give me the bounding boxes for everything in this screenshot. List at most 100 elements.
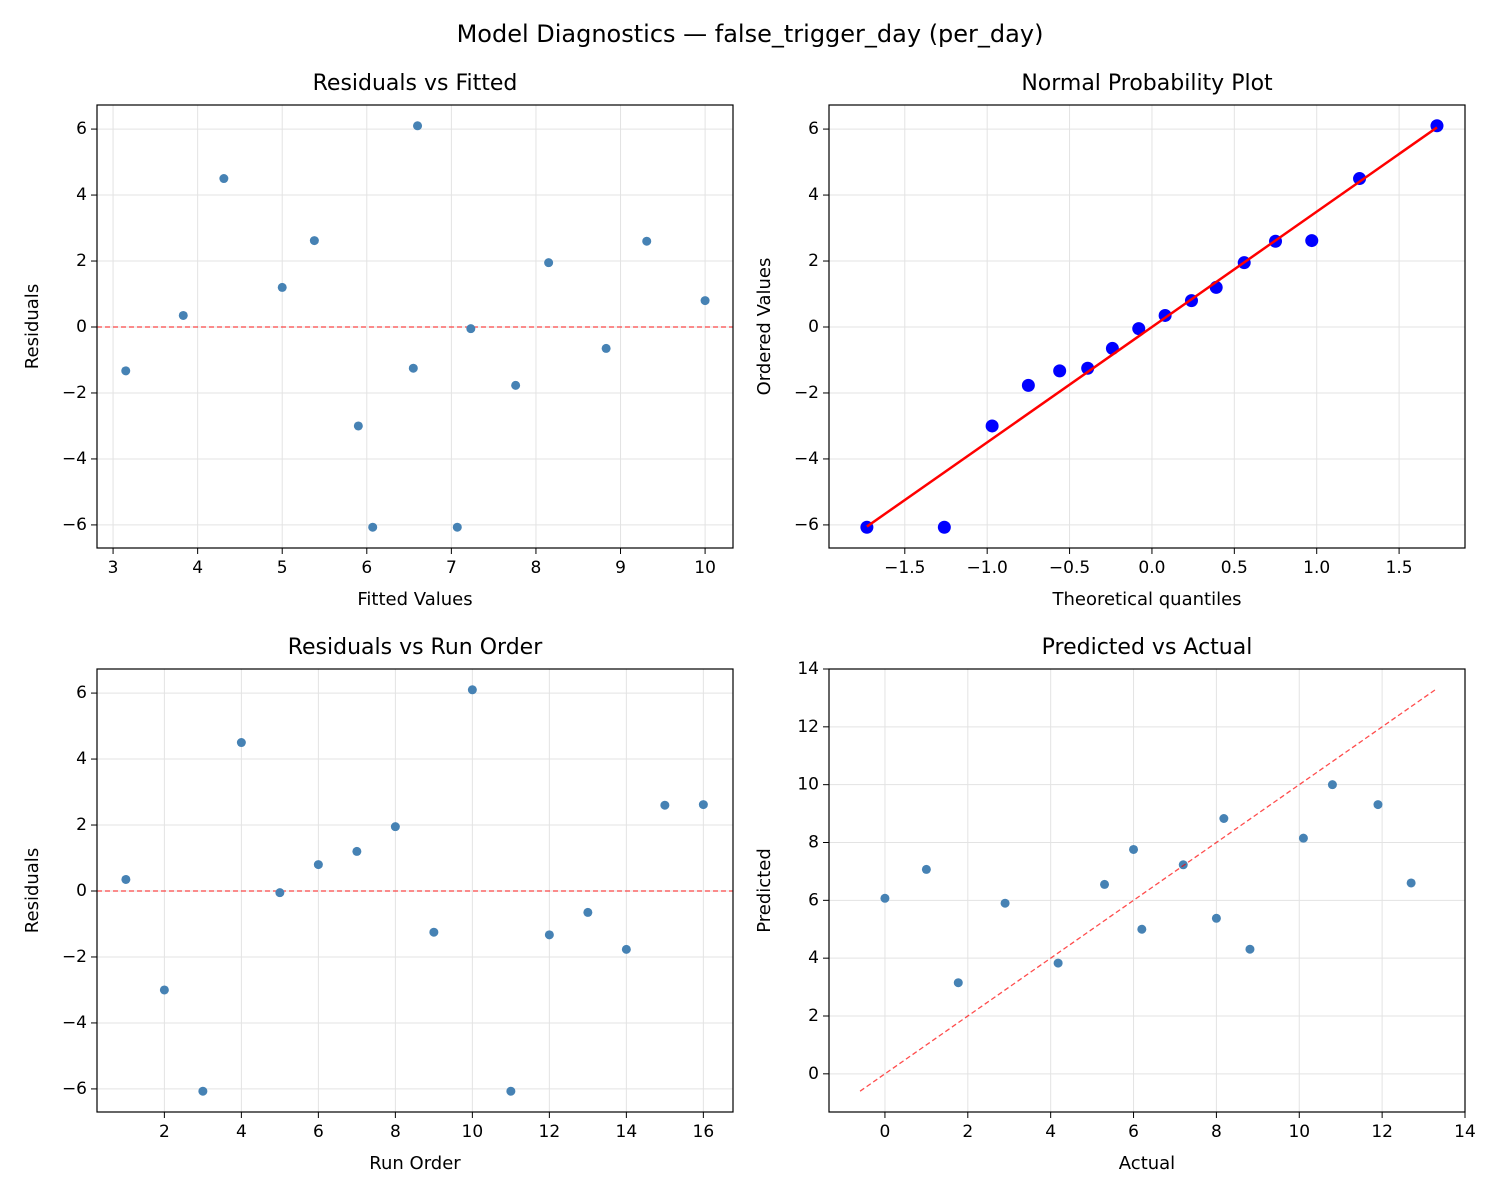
x-tick-label: 6 (313, 1122, 324, 1142)
x-tick-label: 12 (1371, 1122, 1393, 1142)
x-tick-label: 2 (159, 1122, 170, 1142)
axes-frame (828, 668, 1466, 1113)
subplot-title: Predicted vs Actual (1042, 635, 1253, 660)
x-tick-label: 4 (1045, 1122, 1056, 1142)
y-tick-label: 6 (808, 119, 819, 139)
data-point (544, 930, 554, 940)
y-tick-label: −2 (62, 383, 87, 403)
x-axis-label: Actual (1119, 1153, 1175, 1174)
x-tick-label: 4 (192, 558, 203, 578)
x-tick-label: 14 (616, 1122, 638, 1142)
y-axis-label: Ordered Values (754, 258, 775, 396)
y-tick-label: 0 (76, 317, 87, 337)
data-point (544, 258, 554, 268)
data-point (1219, 813, 1229, 823)
data-point (313, 860, 323, 870)
data-point (1132, 322, 1146, 336)
y-tick-label: 2 (808, 1006, 819, 1026)
y-tick-label: 6 (808, 890, 819, 910)
x-tick-label: 14 (1454, 1122, 1476, 1142)
y-tick-label: 4 (76, 749, 87, 769)
subplot-title: Residuals vs Run Order (288, 635, 543, 660)
data-point (390, 822, 400, 832)
y-tick-label: 2 (808, 251, 819, 271)
fit-line (866, 126, 1438, 528)
x-tick-label: 8 (390, 1122, 401, 1142)
data-point (1021, 378, 1035, 392)
data-point (1353, 172, 1367, 186)
data-point (466, 324, 476, 334)
axes-frame (96, 668, 734, 1113)
x-tick-label: 8 (531, 558, 542, 578)
data-point (408, 363, 418, 373)
data-point (198, 1086, 208, 1096)
x-tick-label: 6 (361, 558, 372, 578)
y-tick-label: 6 (76, 683, 87, 703)
data-point (583, 907, 593, 917)
data-point (953, 978, 963, 988)
y-axis-label: Residuals (22, 284, 43, 369)
data-point (309, 236, 319, 246)
x-tick-label: 10 (1288, 1122, 1310, 1142)
y-tick-label: 4 (808, 185, 819, 205)
data-point (1000, 898, 1010, 908)
y-tick-label: 0 (808, 317, 819, 337)
data-point (1100, 879, 1110, 889)
data-point (921, 864, 931, 874)
x-tick-label: 0.5 (1221, 558, 1248, 578)
data-point (277, 282, 287, 292)
y-tick-label: 0 (76, 881, 87, 901)
data-point (429, 927, 439, 937)
data-point (452, 522, 462, 532)
data-point (601, 343, 611, 353)
x-tick-label: 9 (615, 558, 626, 578)
y-tick-label: −2 (62, 947, 87, 967)
data-point (1129, 844, 1139, 854)
x-tick-label: 0 (880, 1122, 891, 1142)
x-tick-label: −0.5 (1049, 558, 1090, 578)
data-point (353, 421, 363, 431)
y-tick-label: 4 (76, 185, 87, 205)
x-tick-label: 3 (108, 558, 119, 578)
x-tick-label: 5 (277, 558, 288, 578)
data-point (1406, 878, 1416, 888)
y-axis-label: Residuals (22, 848, 43, 933)
data-point (506, 1086, 516, 1096)
data-point (467, 685, 477, 695)
y-tick-label: −6 (794, 515, 819, 535)
y-tick-label: −6 (62, 515, 87, 535)
figure-title: Model Diagnostics — false_trigger_day (p… (457, 20, 1044, 48)
y-tick-label: 8 (808, 832, 819, 852)
x-axis-label: Theoretical quantiles (1051, 589, 1241, 610)
x-tick-label: 12 (539, 1122, 561, 1142)
x-tick-label: 8 (1211, 1122, 1222, 1142)
fit-line (859, 688, 1437, 1092)
y-tick-label: −4 (62, 1013, 87, 1033)
y-tick-label: 0 (808, 1064, 819, 1084)
data-point (1053, 364, 1067, 378)
data-point (700, 296, 710, 306)
data-point (660, 800, 670, 810)
x-tick-label: −1.0 (967, 558, 1008, 578)
data-point (1211, 913, 1221, 923)
data-point (1298, 833, 1308, 843)
data-point (413, 121, 423, 131)
data-point (1178, 860, 1188, 870)
data-point (121, 366, 131, 376)
x-tick-label: 6 (1128, 1122, 1139, 1142)
y-tick-label: 2 (76, 251, 87, 271)
x-tick-label: 4 (236, 1122, 247, 1142)
x-tick-label: 16 (693, 1122, 715, 1142)
data-point (1137, 924, 1147, 934)
data-point (1245, 944, 1255, 954)
subplot-title: Normal Probability Plot (1021, 71, 1273, 96)
data-point (159, 985, 169, 995)
y-tick-label: 14 (797, 659, 819, 679)
data-point (880, 893, 890, 903)
data-point (642, 236, 652, 246)
y-tick-label: −2 (794, 383, 819, 403)
data-point (275, 888, 285, 898)
y-tick-label: 10 (797, 775, 819, 795)
data-point (985, 419, 999, 433)
